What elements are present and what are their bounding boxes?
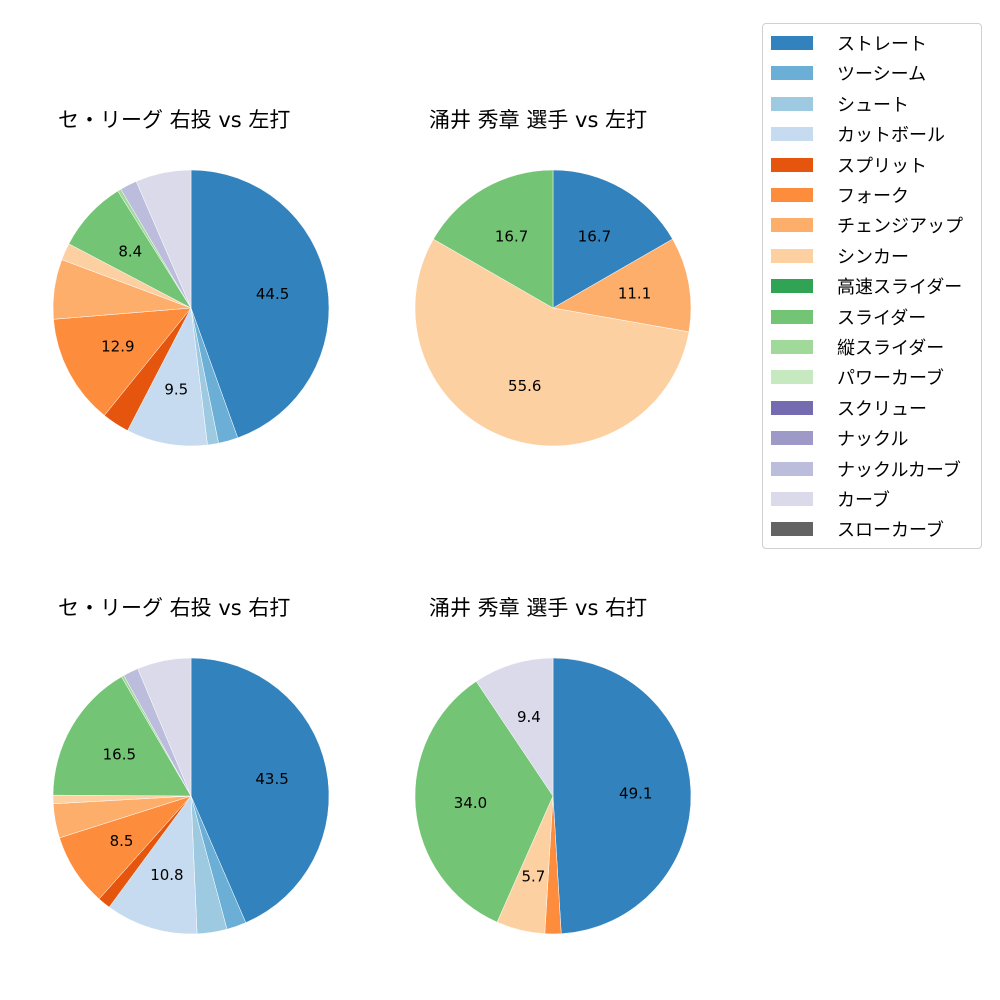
pie-slice (108, 795, 198, 935)
pie-slice (53, 307, 192, 416)
pie-slice-label: 55.6 (508, 377, 541, 395)
pie-slice-label: 16.7 (578, 227, 611, 245)
legend-swatch (771, 248, 813, 263)
legend-swatch (771, 127, 813, 142)
legend-item: スクリュー (771, 397, 927, 420)
pie-slice (552, 657, 692, 935)
legend-item: チェンジアップ (771, 214, 963, 238)
legend-item: カットボール (771, 123, 945, 147)
legend-label: カットボール (837, 125, 945, 147)
pie-slice-label: 44.5 (256, 285, 289, 303)
legend-label: ナックル (837, 429, 909, 451)
pie-slice-label: 43.5 (255, 770, 288, 788)
chart-title-league-vs-right: セ・リーグ 右投 vs 右打 (58, 596, 291, 620)
pie-slice-label: 34.0 (454, 794, 487, 812)
legend-swatch (771, 461, 813, 476)
pie-slice (137, 657, 192, 797)
legend-swatch (771, 188, 813, 202)
pie-slice (414, 238, 690, 447)
legend-item: 高速スライダー (771, 275, 963, 299)
legend-item: スライダー (771, 306, 927, 329)
legend-swatch (771, 218, 813, 233)
legend-label: パワーカーブ (837, 368, 944, 390)
legend-label: カーブ (837, 490, 890, 511)
legend-label: 高速スライダー (837, 277, 963, 299)
legend-item: 縦スライダー (771, 336, 945, 359)
legend-label: ストレート (837, 34, 927, 55)
legend-item: カーブ (771, 488, 890, 511)
legend-label: スローカーブ (837, 520, 944, 542)
legend-label: シュート (837, 94, 909, 116)
legend-swatch (771, 309, 813, 324)
legend-item: ナックルカーブ (771, 458, 961, 481)
legend-label: スプリット (837, 155, 927, 177)
pie-slice-label: 8.5 (110, 832, 134, 850)
legend-swatch (771, 36, 813, 50)
pie-slice (433, 169, 554, 309)
pie-slice (190, 169, 330, 439)
legend-label: ツーシーム (837, 64, 927, 86)
pie-slice (52, 676, 192, 797)
chart-title-player-vs-right: 涌井 秀章 選手 vs 右打 (429, 596, 648, 620)
legend-swatch (771, 96, 813, 111)
legend-item: シンカー (771, 245, 909, 268)
pie-slice-label: 12.9 (101, 338, 134, 356)
pie-slice-label: 9.5 (164, 380, 188, 398)
chart-legend: ストレートツーシームシュートカットボール スプリットフォークチェンジアップ シンカー… (762, 23, 982, 549)
pie-slice (414, 680, 554, 923)
pie-slice (475, 657, 554, 797)
legend-label: 縦スライダー (837, 338, 945, 359)
pie-slice (552, 169, 673, 309)
pie-slice-label: 10.8 (150, 866, 183, 884)
legend-label: ナックルカーブ (837, 459, 961, 481)
pie-slice (135, 169, 192, 309)
legend-item: スプリット (771, 154, 927, 177)
legend-swatch (771, 157, 813, 172)
pie-slice (552, 238, 692, 333)
pie-slice (127, 307, 208, 447)
legend-label: チェンジアップ (837, 216, 963, 238)
legend-item: ストレート (771, 32, 927, 55)
legend-swatch (771, 340, 813, 354)
chart-title-league-vs-left: セ・リーグ 右投 vs 左打 (58, 108, 291, 132)
legend-label: スクリュー (837, 398, 927, 420)
legend-swatch (771, 66, 813, 81)
legend-swatch (771, 400, 813, 415)
legend-swatch (771, 370, 813, 385)
legend-swatch (771, 522, 813, 537)
pie-slice-label: 11.1 (618, 285, 651, 303)
legend-swatch (771, 492, 813, 506)
pie-slice-label: 9.4 (517, 708, 541, 726)
chart-title-player-vs-left: 涌井 秀章 選手 vs 左打 (429, 108, 648, 132)
pie-slice-label: 8.4 (118, 243, 142, 261)
legend-item: パワーカーブ (771, 366, 944, 390)
legend-item: シュート (771, 93, 909, 116)
pie-slice-label: 49.1 (619, 785, 652, 803)
legend-item: スローカーブ (771, 518, 944, 542)
pie-slice-label: 5.7 (522, 867, 546, 885)
pie-slice (190, 657, 330, 923)
legend-label: シンカー (837, 246, 909, 268)
legend-item: ツーシーム (771, 62, 927, 86)
legend-label: フォーク (837, 186, 909, 207)
pie-slice-label: 16.5 (103, 746, 136, 764)
legend-swatch (771, 279, 813, 294)
pie-slice-label: 16.7 (495, 227, 528, 245)
legend-item: ナックル (771, 427, 909, 451)
legend-label: スライダー (837, 307, 927, 329)
legend-swatch (771, 431, 813, 446)
legend-item: フォーク (771, 184, 909, 207)
